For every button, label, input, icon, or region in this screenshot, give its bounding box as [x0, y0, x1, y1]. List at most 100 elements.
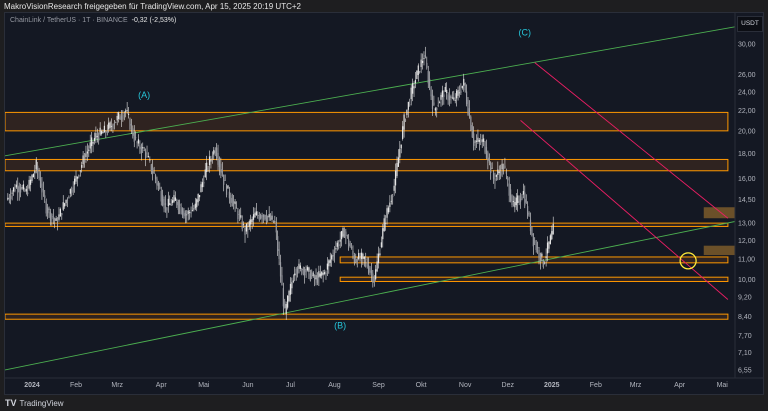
- candle-body: [41, 183, 43, 193]
- candle-body: [152, 167, 154, 174]
- candle-body: [348, 239, 350, 246]
- candle-body: [349, 243, 351, 248]
- candle-body: [208, 156, 211, 166]
- candle-body: [179, 204, 181, 206]
- candle-body: [372, 273, 374, 283]
- candle-body: [335, 248, 337, 250]
- trendline: [534, 62, 729, 219]
- candle-body: [539, 253, 542, 262]
- candle-body: [377, 253, 380, 264]
- candle-body: [174, 197, 177, 201]
- candle-body: [29, 179, 32, 185]
- candle-body: [171, 200, 174, 203]
- candle-body: [149, 159, 151, 161]
- candle-body: [194, 203, 196, 209]
- candle-body: [355, 258, 357, 263]
- candle-body: [362, 253, 364, 259]
- symbol-name[interactable]: ChainLink / TetherUS · 1T · BINANCE: [10, 17, 128, 24]
- candle-body: [18, 186, 20, 193]
- candle-body: [58, 214, 60, 220]
- candle-body: [434, 108, 436, 111]
- candle-body: [176, 199, 178, 206]
- candle-body: [64, 203, 66, 207]
- candle-body: [402, 126, 404, 139]
- candle-body: [17, 185, 19, 193]
- candle-body: [95, 133, 97, 139]
- wave-label: (B): [334, 320, 346, 330]
- candle-body: [338, 244, 340, 246]
- candle-body: [440, 94, 442, 100]
- candle-body: [483, 138, 485, 142]
- price-tick-label: 6,55: [738, 367, 752, 374]
- candle-body: [248, 221, 250, 227]
- candle-body: [213, 149, 215, 155]
- candle-body: [382, 228, 384, 240]
- candle-body: [359, 258, 361, 260]
- candle-body: [28, 179, 30, 189]
- trendline: [5, 26, 735, 157]
- candle-body: [500, 171, 502, 176]
- candle-body: [278, 249, 280, 259]
- chart-pane[interactable]: [4, 12, 764, 395]
- candle-body: [140, 146, 142, 154]
- candle-body: [468, 108, 471, 117]
- candle-body: [241, 221, 243, 229]
- candle-body: [453, 97, 455, 100]
- candle-body: [370, 270, 373, 274]
- support-resistance-zone: [5, 313, 729, 320]
- candle-body: [233, 201, 235, 204]
- candle-body: [200, 184, 202, 193]
- candle-body: [281, 275, 283, 286]
- candle-body: [73, 178, 76, 185]
- candle-body: [32, 173, 35, 178]
- candle-body: [98, 135, 100, 141]
- brand-name: TradingView: [19, 398, 64, 408]
- candle-body: [492, 173, 495, 179]
- candle-body: [542, 259, 544, 267]
- candle-body: [167, 198, 169, 207]
- candle-body: [127, 113, 130, 115]
- candle-body: [389, 202, 391, 207]
- candle-body: [487, 152, 489, 163]
- candle-body: [421, 60, 424, 64]
- candle-body: [367, 264, 370, 273]
- candle-body: [86, 151, 88, 154]
- candle-body: [72, 187, 74, 192]
- candle-body: [230, 194, 232, 203]
- candle-body: [308, 267, 310, 272]
- candle-body: [79, 170, 81, 172]
- candle-body: [38, 171, 40, 179]
- candle-body: [507, 177, 509, 181]
- candle-body: [123, 113, 125, 115]
- candle-body: [525, 199, 527, 203]
- candle-body: [211, 158, 213, 159]
- candle-body: [133, 132, 135, 142]
- candle-body: [385, 222, 387, 224]
- candle-body: [181, 208, 184, 216]
- candle-body: [269, 218, 272, 220]
- candle-body: [488, 157, 490, 161]
- candle-body: [21, 187, 23, 189]
- candle-body: [353, 254, 355, 263]
- currency-label[interactable]: USDT: [737, 16, 763, 32]
- candle-body: [292, 280, 294, 282]
- candle-body: [196, 199, 198, 208]
- candle-body: [139, 145, 141, 149]
- candle-body: [136, 141, 138, 143]
- candle-body: [484, 141, 486, 153]
- candle-body: [470, 116, 472, 131]
- candle-body: [288, 290, 290, 302]
- candle-body: [410, 87, 412, 100]
- candle-body: [108, 122, 110, 130]
- candle-body: [224, 180, 226, 181]
- candle-body: [285, 304, 287, 315]
- candle-body: [92, 141, 94, 144]
- candle-body: [544, 262, 546, 264]
- candle-body: [456, 90, 458, 99]
- candle-body: [143, 150, 145, 151]
- candle-body: [397, 157, 400, 167]
- candle-body: [519, 198, 522, 202]
- candle-body: [524, 192, 526, 206]
- candle-body: [14, 189, 16, 191]
